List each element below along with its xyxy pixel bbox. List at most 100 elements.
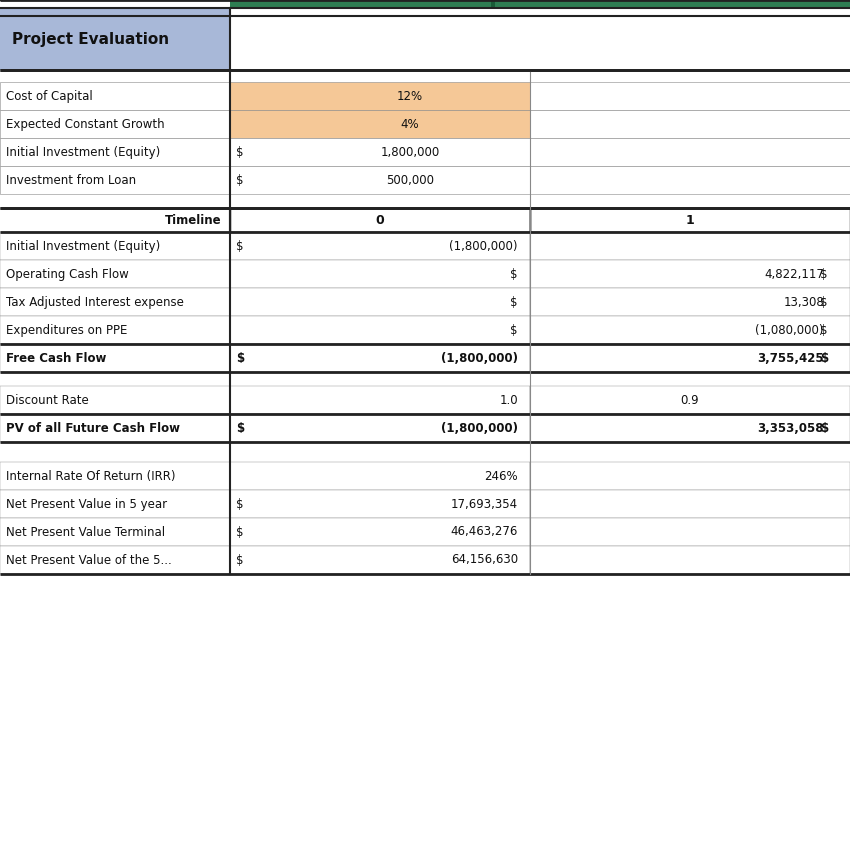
Text: 64,156,630: 64,156,630 <box>450 553 518 566</box>
Bar <box>0 110 230 138</box>
Bar <box>0 344 230 372</box>
Bar <box>230 232 530 260</box>
Bar <box>0 260 230 288</box>
Text: $: $ <box>236 145 243 158</box>
Bar <box>230 138 530 166</box>
Bar <box>0 316 230 344</box>
Bar <box>530 232 850 260</box>
Bar <box>530 138 850 166</box>
Bar <box>0 386 230 414</box>
Text: $: $ <box>236 553 243 566</box>
Text: 1.0: 1.0 <box>499 394 518 406</box>
Bar <box>530 208 850 232</box>
Bar <box>0 208 230 232</box>
Text: $: $ <box>820 352 828 365</box>
Text: Net Present Value in 5 year: Net Present Value in 5 year <box>6 497 167 511</box>
Bar <box>230 82 530 110</box>
Text: Discount Rate: Discount Rate <box>6 394 88 406</box>
Text: $: $ <box>236 497 243 511</box>
Text: 246%: 246% <box>484 469 518 483</box>
Text: Investment from Loan: Investment from Loan <box>6 173 136 186</box>
Text: 4,822,117: 4,822,117 <box>764 268 824 280</box>
Bar <box>530 518 850 546</box>
Bar <box>230 260 530 288</box>
Bar <box>530 260 850 288</box>
Text: $: $ <box>236 525 243 539</box>
Text: 1: 1 <box>686 213 694 226</box>
Bar <box>0 8 230 70</box>
Text: Net Present Value Terminal: Net Present Value Terminal <box>6 525 165 539</box>
Text: (1,800,000): (1,800,000) <box>441 422 518 434</box>
Bar <box>0 414 230 442</box>
Bar <box>0 518 230 546</box>
Text: Free Cash Flow: Free Cash Flow <box>6 352 106 365</box>
Text: Project Evaluation: Project Evaluation <box>12 31 169 47</box>
Text: $: $ <box>236 240 243 252</box>
Text: Expected Constant Growth: Expected Constant Growth <box>6 117 165 131</box>
Text: 1,800,000: 1,800,000 <box>380 145 439 158</box>
Bar <box>0 490 230 518</box>
Text: $: $ <box>236 173 243 186</box>
Bar <box>0 546 230 574</box>
Bar <box>230 462 530 490</box>
Text: 3,755,425: 3,755,425 <box>757 352 824 365</box>
Bar <box>230 414 530 442</box>
Bar <box>230 518 530 546</box>
Bar <box>230 288 530 316</box>
Text: $: $ <box>820 422 828 434</box>
Bar <box>230 110 530 138</box>
Text: $: $ <box>820 324 828 337</box>
Text: PV of all Future Cash Flow: PV of all Future Cash Flow <box>6 422 180 434</box>
Text: Initial Investment (Equity): Initial Investment (Equity) <box>6 145 161 158</box>
Text: Initial Investment (Equity): Initial Investment (Equity) <box>6 240 161 252</box>
Bar <box>530 288 850 316</box>
Bar <box>530 490 850 518</box>
Text: Net Present Value of the 5...: Net Present Value of the 5... <box>6 553 172 566</box>
Bar <box>0 82 230 110</box>
Bar <box>230 0 850 8</box>
Text: 12%: 12% <box>397 89 423 103</box>
Text: 3,353,058: 3,353,058 <box>757 422 824 434</box>
Bar <box>530 166 850 194</box>
Bar <box>230 546 530 574</box>
Text: Cost of Capital: Cost of Capital <box>6 89 93 103</box>
Bar <box>0 462 230 490</box>
Text: 4%: 4% <box>400 117 419 131</box>
Bar <box>0 232 230 260</box>
Bar <box>0 288 230 316</box>
Text: $: $ <box>820 268 828 280</box>
Text: 500,000: 500,000 <box>386 173 434 186</box>
Bar <box>230 316 530 344</box>
Text: $: $ <box>511 268 518 280</box>
Bar <box>530 316 850 344</box>
Bar <box>230 490 530 518</box>
Text: Internal Rate Of Return (IRR): Internal Rate Of Return (IRR) <box>6 469 175 483</box>
Bar <box>530 386 850 414</box>
Text: Timeline: Timeline <box>166 213 222 226</box>
Text: $: $ <box>511 296 518 309</box>
Bar <box>230 208 530 232</box>
Bar <box>530 344 850 372</box>
Text: (1,080,000): (1,080,000) <box>756 324 824 337</box>
Bar <box>530 82 850 110</box>
Bar <box>230 344 530 372</box>
Bar <box>530 414 850 442</box>
Text: $: $ <box>236 422 244 434</box>
Bar <box>530 462 850 490</box>
Bar <box>230 166 530 194</box>
Text: Operating Cash Flow: Operating Cash Flow <box>6 268 128 280</box>
Text: $: $ <box>236 352 244 365</box>
Text: 0: 0 <box>376 213 384 226</box>
Text: 13,308: 13,308 <box>783 296 824 309</box>
Bar <box>230 8 850 70</box>
Bar <box>530 110 850 138</box>
Bar <box>0 166 230 194</box>
Text: (1,800,000): (1,800,000) <box>441 352 518 365</box>
Text: $: $ <box>820 296 828 309</box>
Text: 46,463,276: 46,463,276 <box>450 525 518 539</box>
Text: $: $ <box>511 324 518 337</box>
Bar <box>530 546 850 574</box>
Bar <box>0 138 230 166</box>
Bar <box>491 0 496 8</box>
Text: Tax Adjusted Interest expense: Tax Adjusted Interest expense <box>6 296 184 309</box>
